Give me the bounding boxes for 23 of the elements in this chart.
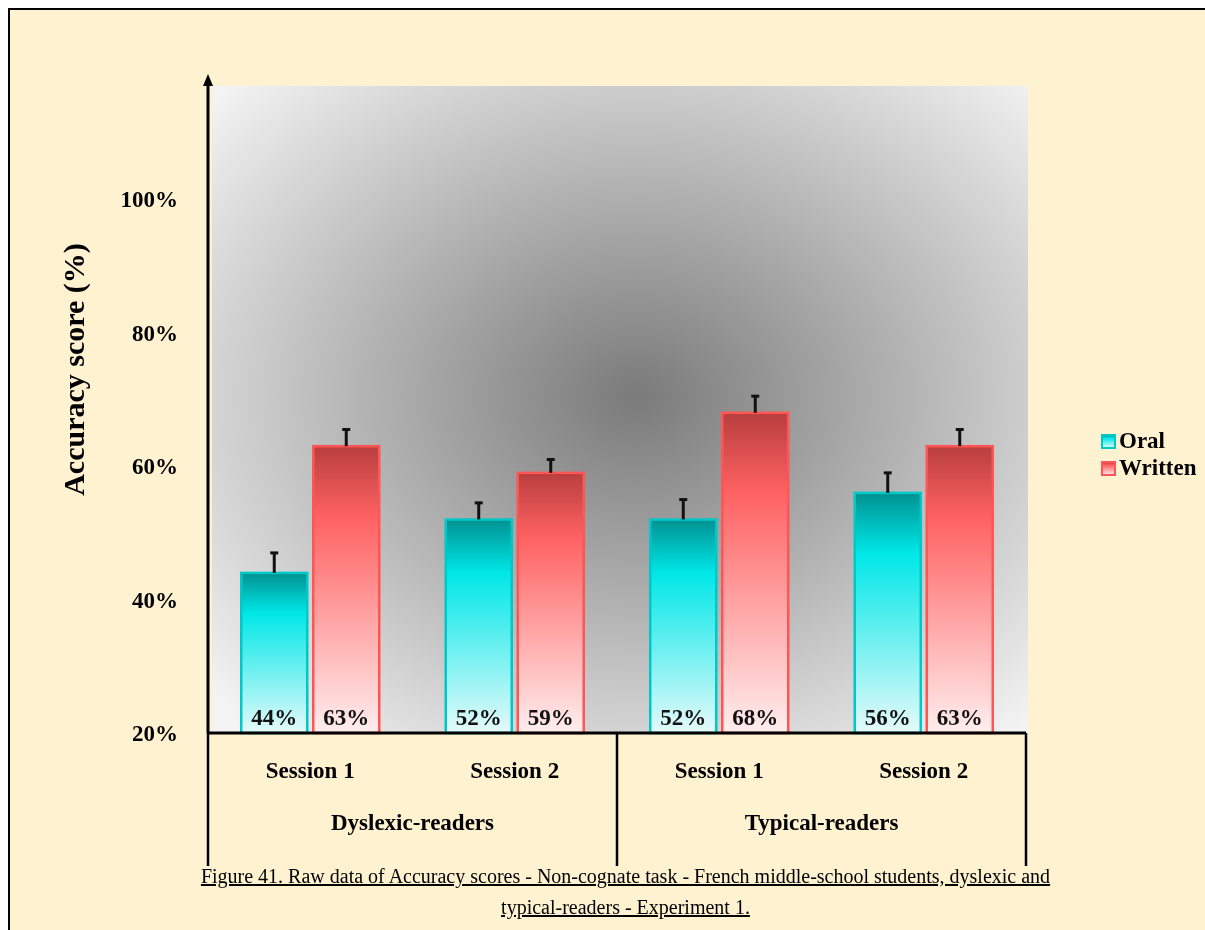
legend-label: Written <box>1119 455 1197 480</box>
data-label: 59% <box>527 705 574 730</box>
y-tick-label: 60% <box>132 454 178 480</box>
text: Dyslexic-readers <box>330 810 495 835</box>
text: Typical-readers <box>744 810 899 835</box>
data-label: 56% <box>864 705 911 730</box>
y-tick-label: 20% <box>132 721 178 746</box>
x-tick-label: Session 2 <box>879 758 969 783</box>
x-tick-label: Session 2 <box>470 758 560 783</box>
y-tick-label: 100% <box>120 187 178 213</box>
data-label: 63% <box>936 705 983 730</box>
text: Figure 41. Raw data of Accuracy scores - Non-cognate task - French middle-school students, dyslexic and typical-readers - Experiment 1. <box>200 865 1051 919</box>
legend-label: Oral <box>1119 428 1165 453</box>
data-label: 44% <box>251 705 298 730</box>
x-tick-label: Session 1 <box>265 758 355 783</box>
x-tick-label: Session 1 <box>674 758 764 783</box>
y-tick-label: 40% <box>132 587 178 613</box>
y-tick-label: 80% <box>132 320 178 346</box>
data-label: 52% <box>455 705 502 730</box>
data-label: 63% <box>323 705 370 730</box>
data-label: 68% <box>732 705 779 730</box>
data-label: 52% <box>660 705 707 730</box>
y-axis-title: Accuracy score (%) <box>57 243 91 496</box>
